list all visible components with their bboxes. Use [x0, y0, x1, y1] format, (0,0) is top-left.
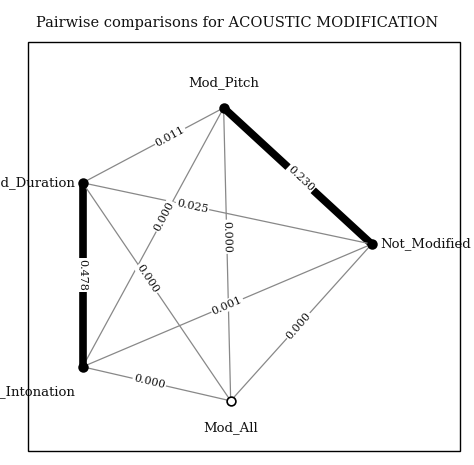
Point [79, 179, 86, 186]
Text: Mod_Pitch: Mod_Pitch [188, 76, 259, 89]
Text: 0.000: 0.000 [284, 310, 313, 341]
Point [368, 240, 375, 248]
Text: 0.011: 0.011 [154, 124, 186, 148]
Text: Mod_Intonation: Mod_Intonation [0, 385, 75, 399]
Text: 0.000: 0.000 [135, 263, 161, 295]
Text: 0.230: 0.230 [285, 164, 316, 193]
Text: 0.000: 0.000 [133, 373, 166, 391]
Point [220, 104, 228, 112]
Text: 0.478: 0.478 [78, 259, 88, 291]
Point [227, 397, 235, 405]
Text: Mod_All: Mod_All [203, 421, 258, 434]
Text: 0.001: 0.001 [210, 294, 244, 317]
Text: Pairwise comparisons for ACOUSTIC MODIFICATION: Pairwise comparisons for ACOUSTIC MODIFI… [36, 16, 438, 30]
Text: Mod_Duration: Mod_Duration [0, 176, 75, 189]
Text: 0.000: 0.000 [153, 200, 176, 233]
Point [79, 363, 86, 371]
Text: 0.000: 0.000 [221, 221, 232, 253]
Text: Not_Modified: Not_Modified [381, 238, 471, 251]
Text: 0.025: 0.025 [176, 198, 209, 214]
